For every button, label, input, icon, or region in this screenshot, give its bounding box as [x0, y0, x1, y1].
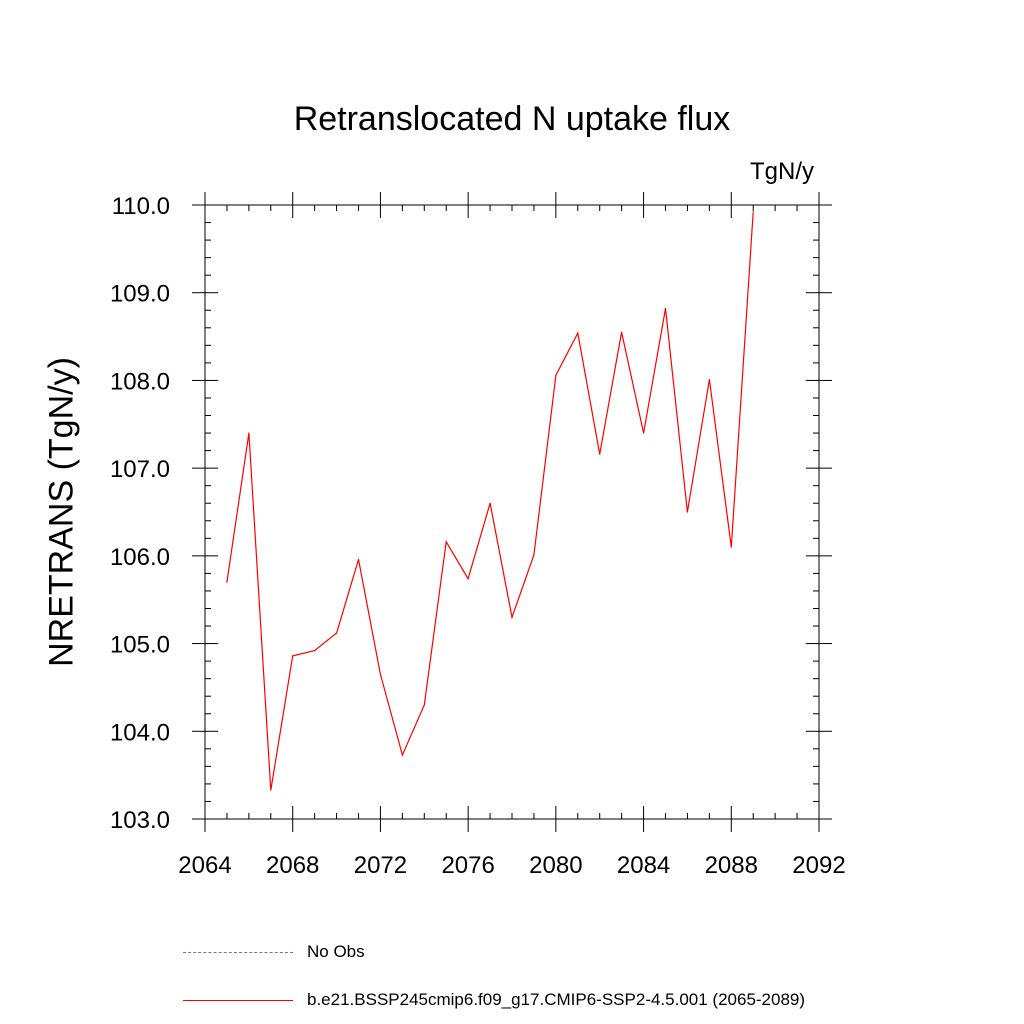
data-point: [664, 307, 667, 310]
y-tick-label: 106.0: [110, 544, 170, 571]
data-point: [445, 541, 447, 543]
x-tick-label: 2092: [792, 852, 845, 879]
data-point: [533, 554, 535, 556]
y-tick-label: 107.0: [110, 456, 170, 483]
data-point: [511, 616, 513, 618]
x-tick-label: 2080: [529, 852, 582, 879]
data-point: [642, 432, 645, 434]
legend-label: b.e21.BSSP245cmip6.f09_g17.CMIP6-SSP2-4.…: [307, 990, 806, 1009]
x-tick-label: 2076: [441, 852, 494, 879]
data-point: [599, 453, 601, 455]
y-tick-label: 105.0: [110, 632, 170, 659]
data-point: [489, 502, 491, 504]
legend-swatch-dashed: [183, 952, 293, 953]
data-point: [423, 704, 425, 706]
data-point: [270, 789, 272, 791]
x-tick-label: 2084: [617, 852, 670, 879]
units-label: TgN/y: [750, 158, 815, 185]
series-line: [226, 211, 754, 791]
y-tick-label: 108.0: [110, 368, 170, 395]
x-tick-label: 2088: [705, 852, 758, 879]
y-tick-label: 109.0: [110, 281, 170, 308]
data-point: [226, 581, 228, 583]
data-point: [621, 331, 623, 333]
data-point: [555, 374, 557, 376]
data-point: [248, 432, 250, 434]
data-point: [752, 211, 754, 213]
x-tick-label: 2072: [354, 852, 407, 879]
data-point: [292, 655, 294, 657]
data-point: [314, 649, 316, 652]
legend-swatch-solid: [183, 1000, 293, 1001]
data-point: [686, 511, 689, 513]
chart-title: Retranslocated N uptake flux: [293, 100, 731, 138]
legend-item-model-run: b.e21.BSSP245cmip6.f09_g17.CMIP6-SSP2-4.…: [183, 990, 883, 1012]
data-point: [708, 378, 710, 381]
data-point: [577, 332, 579, 334]
y-tick-label: 104.0: [110, 719, 170, 746]
legend-item-no-obs: No Obs: [183, 942, 883, 964]
x-tick-label: 2068: [266, 852, 319, 879]
data-point: [379, 673, 382, 675]
data-point: [335, 632, 338, 634]
data-point: [401, 754, 403, 756]
x-tick-label: 2064: [178, 852, 231, 879]
y-tick-label: 110.0: [112, 193, 170, 220]
data-point: [357, 558, 360, 560]
data-point: [730, 546, 732, 548]
legend-label: No Obs: [307, 942, 365, 961]
y-tick-label: 103.0: [110, 807, 170, 834]
data-point: [467, 578, 469, 580]
